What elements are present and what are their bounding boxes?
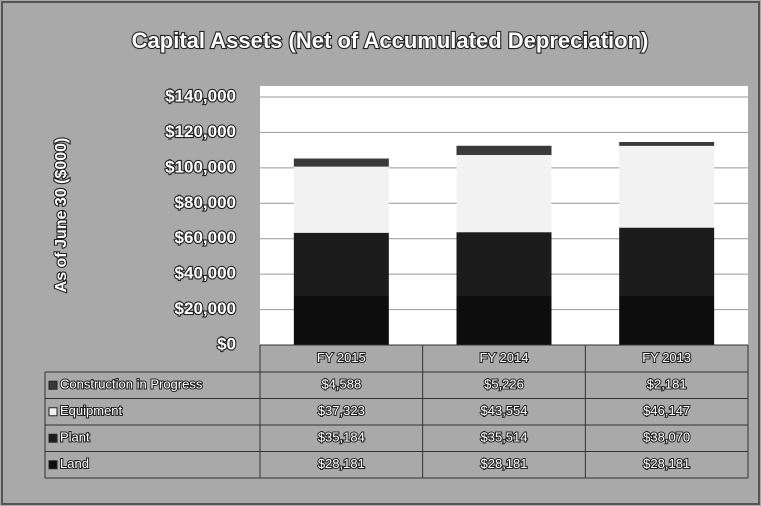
bar-segment xyxy=(293,158,389,167)
bar-segment xyxy=(619,142,715,146)
bar-segment xyxy=(619,145,715,228)
bar-segment xyxy=(293,166,389,233)
x-tick-label: FY 2015 xyxy=(317,350,366,365)
bar-segment xyxy=(456,232,552,296)
y-tick-label: $140,000 xyxy=(165,86,236,105)
table-value: $37,323 xyxy=(318,403,365,418)
table-value: $28,181 xyxy=(481,456,528,471)
y-tick-label: $80,000 xyxy=(175,193,236,212)
bar-segment xyxy=(619,227,715,296)
legend-label: Construction in Progress xyxy=(60,377,203,392)
legend-key xyxy=(48,433,58,443)
y-tick-label: $0 xyxy=(217,334,236,353)
bar-segment xyxy=(456,145,552,156)
table-value: $4,588 xyxy=(321,377,361,392)
bar-segment xyxy=(456,295,552,345)
bar-segment xyxy=(619,295,715,345)
y-tick-label: $20,000 xyxy=(175,299,236,318)
table-value: $28,181 xyxy=(318,456,365,471)
legend-key xyxy=(48,460,58,470)
table-value: $43,554 xyxy=(481,403,528,418)
table-value: $2,181 xyxy=(647,377,687,392)
chart-title: Capital Assets (Net of Accumulated Depre… xyxy=(132,28,649,53)
y-tick-label: $40,000 xyxy=(175,264,236,283)
y-tick-label: $100,000 xyxy=(165,157,236,176)
legend-label: Plant xyxy=(60,430,90,445)
table-value: $35,184 xyxy=(318,430,365,445)
x-tick-label: FY 2014 xyxy=(480,350,529,365)
table-value: $35,514 xyxy=(481,430,528,445)
x-tick-label: FY 2013 xyxy=(642,350,691,365)
legend-key xyxy=(48,380,58,390)
legend-label: Land xyxy=(60,456,89,471)
legend-label: Equipment xyxy=(60,403,123,418)
y-axis-label: As of June 30 ($000) xyxy=(53,138,70,293)
bar-segment xyxy=(456,155,552,233)
table-value: $28,181 xyxy=(643,456,690,471)
y-tick-label: $60,000 xyxy=(175,228,236,247)
bar-segment xyxy=(293,295,389,345)
bar-segment xyxy=(293,232,389,296)
table-value: $5,226 xyxy=(484,377,524,392)
y-tick-label: $120,000 xyxy=(165,122,236,141)
table-value: $46,147 xyxy=(643,403,690,418)
table-value: $38,070 xyxy=(643,430,690,445)
legend-key xyxy=(48,407,58,417)
